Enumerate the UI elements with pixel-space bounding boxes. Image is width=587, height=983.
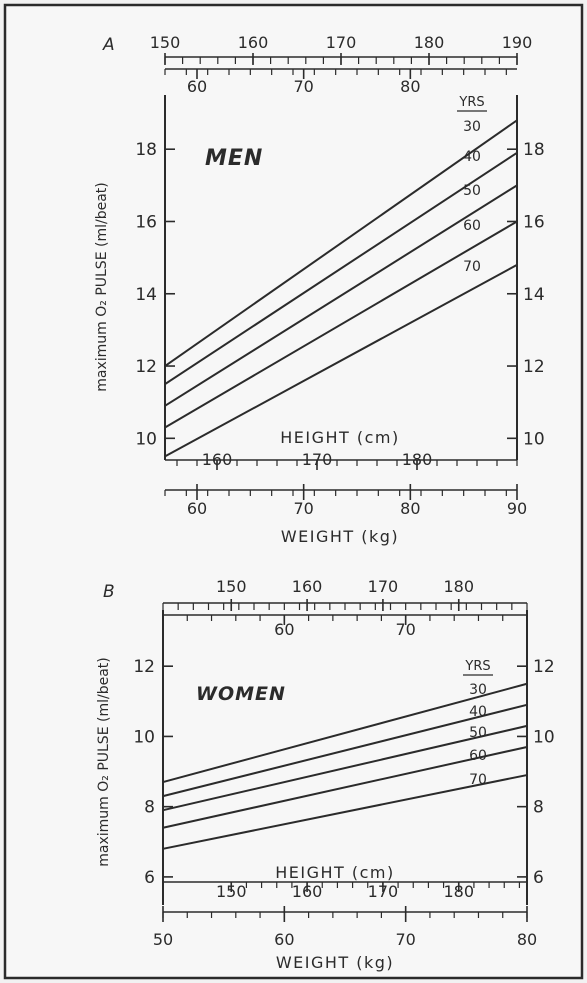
bottom-weight-tick-label: 80 — [400, 499, 420, 518]
series-line-30yrs — [162, 682, 528, 784]
left-y-tick-label: 18 — [135, 140, 157, 160]
series-label-30yrs: 30 — [469, 682, 487, 698]
right-y-tick-label: 10 — [523, 429, 545, 449]
panel-letter: B — [103, 582, 115, 602]
legend-header: YRS — [464, 659, 490, 674]
series-label-60yrs: 60 — [469, 748, 487, 764]
height-axis-label: HEIGHT (cm) — [280, 428, 400, 447]
top-weight-tick-label: 60 — [187, 77, 207, 96]
series-label-40yrs: 40 — [469, 704, 487, 720]
bottom-weight-tick-label: 60 — [274, 930, 294, 949]
bottom-height-tick-label: 160 — [202, 450, 233, 469]
panel-a-men: 150 160 170 180 190 60 70 80 160 170 180 60 70 80 90 10… — [94, 33, 545, 546]
right-y-tick-label: 6 — [533, 868, 544, 888]
right-y-tick-label: 12 — [533, 657, 555, 677]
top-height-tick-label: 150 — [216, 577, 247, 596]
y-axis-label: maximum O₂ PULSE (ml/beat) — [94, 182, 110, 391]
top-weight-tick-label: 80 — [400, 77, 420, 96]
bottom-height-tick-label: 150 — [216, 882, 247, 901]
series-line-70yrs — [164, 263, 518, 458]
left-y-tick-label: 10 — [135, 429, 157, 449]
bottom-weight-tick-label: 70 — [293, 499, 313, 518]
height-axis-label: HEIGHT (cm) — [275, 863, 395, 882]
chart-title: WOMEN — [196, 683, 286, 705]
top-height-tick-label: 150 — [150, 33, 181, 52]
top-height-tick-label: 190 — [502, 33, 533, 52]
series-label-70yrs: 70 — [463, 259, 481, 275]
series-line-40yrs — [164, 151, 518, 385]
top-height-tick-label: 170 — [326, 33, 357, 52]
left-y-tick-label: 12 — [135, 357, 157, 377]
left-y-tick-label: 14 — [135, 285, 157, 305]
series-line-60yrs — [162, 745, 528, 829]
left-y-tick-label: 6 — [144, 868, 155, 888]
panel-letter: A — [102, 35, 115, 55]
y-axis-label: maximum O₂ PULSE (ml/beat) — [96, 657, 112, 866]
top-weight-tick-label: 70 — [395, 620, 415, 639]
series-label-40yrs: 40 — [463, 149, 481, 165]
right-y-tick-label: 12 — [523, 357, 545, 377]
series-label-30yrs: 30 — [463, 119, 481, 135]
bottom-weight-tick-label: 50 — [153, 930, 173, 949]
bottom-height-tick-label: 170 — [302, 450, 333, 469]
right-y-tick-label: 18 — [523, 140, 545, 160]
legend-header: YRS — [458, 95, 484, 110]
series-line-30yrs — [164, 119, 518, 367]
top-height-tick-label: 160 — [292, 577, 323, 596]
right-y-tick-label: 10 — [533, 727, 555, 747]
weight-axis-label: WEIGHT (kg) — [281, 527, 399, 546]
bottom-weight-tick-label: 60 — [187, 499, 207, 518]
left-y-tick-label: 10 — [133, 727, 155, 747]
top-height-tick-label: 180 — [414, 33, 445, 52]
series-label-50yrs: 50 — [469, 725, 487, 741]
bottom-height-tick-label: 180 — [402, 450, 433, 469]
bottom-height-tick-label: 170 — [368, 882, 399, 901]
bottom-height-tick-label: 160 — [292, 882, 323, 901]
left-y-tick-label: 8 — [144, 798, 155, 818]
right-y-tick-label: 16 — [523, 212, 545, 232]
bottom-weight-tick-label: 90 — [507, 499, 527, 518]
bottom-weight-tick-label: 70 — [395, 930, 415, 949]
bottom-height-tick-label: 180 — [443, 882, 474, 901]
series-label-60yrs: 60 — [463, 218, 481, 234]
top-height-tick-label: 160 — [238, 33, 269, 52]
top-weight-tick-label: 70 — [293, 77, 313, 96]
series-label-70yrs: 70 — [469, 772, 487, 788]
chart-title: MEN — [205, 146, 263, 171]
left-y-tick-label: 12 — [133, 657, 155, 677]
left-y-tick-label: 16 — [135, 212, 157, 232]
bottom-weight-tick-label: 80 — [517, 930, 537, 949]
series-label-50yrs: 50 — [463, 183, 481, 199]
series-line-50yrs — [162, 724, 528, 812]
series-line-50yrs — [164, 184, 518, 407]
right-y-tick-label: 8 — [533, 798, 544, 818]
top-weight-tick-label: 60 — [274, 620, 294, 639]
series-line-60yrs — [164, 220, 518, 429]
weight-axis-label: WEIGHT (kg) — [276, 953, 394, 972]
top-height-tick-label: 180 — [443, 577, 474, 596]
panel-b-women: 150 160 170 180 60 70 150 160 170 180 50 60 70 80 6 8 10… — [96, 577, 555, 972]
top-height-tick-label: 170 — [368, 577, 399, 596]
series-line-40yrs — [162, 703, 528, 798]
right-y-tick-label: 14 — [523, 285, 545, 305]
series-line-70yrs — [162, 774, 528, 850]
